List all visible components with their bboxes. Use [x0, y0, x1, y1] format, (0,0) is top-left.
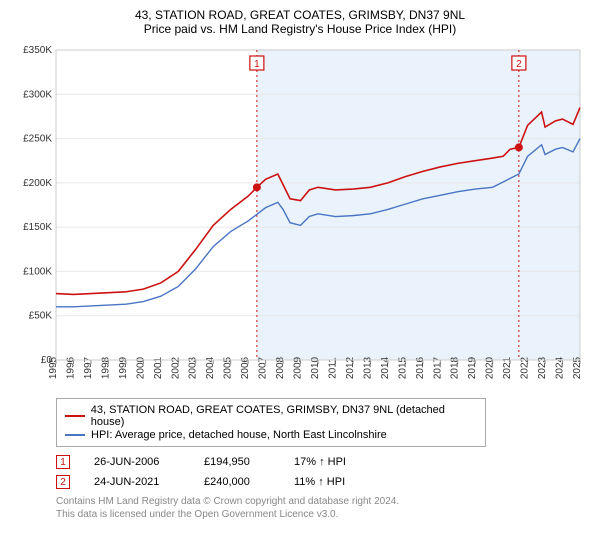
svg-text:£50K: £50K	[29, 311, 53, 322]
chart-subtitle: Price paid vs. HM Land Registry's House …	[8, 22, 592, 36]
chart-title: 43, STATION ROAD, GREAT COATES, GRIMSBY,…	[8, 8, 592, 22]
legend-swatch	[65, 415, 85, 417]
svg-text:£200K: £200K	[23, 178, 52, 189]
chart-area: £0£50K£100K£150K£200K£250K£300K£350K1995…	[8, 42, 592, 392]
legend-swatch	[65, 434, 85, 436]
svg-text:£350K: £350K	[23, 45, 52, 56]
legend-label: HPI: Average price, detached house, Nort…	[91, 429, 387, 441]
svg-text:£150K: £150K	[23, 222, 52, 233]
events-table: 1 26-JUN-2006 £194,950 17% ↑ HPI 2 24-JU…	[56, 455, 592, 489]
chart-container: 43, STATION ROAD, GREAT COATES, GRIMSBY,…	[0, 0, 600, 560]
event-price: £194,950	[204, 456, 294, 468]
footer: Contains HM Land Registry data © Crown c…	[56, 495, 592, 521]
event-marker-icon: 2	[56, 475, 70, 489]
legend-item: 43, STATION ROAD, GREAT COATES, GRIMSBY,…	[65, 404, 477, 428]
line-chart: £0£50K£100K£150K£200K£250K£300K£350K1995…	[8, 42, 592, 392]
event-delta: 11% ↑ HPI	[294, 476, 345, 488]
svg-text:£250K: £250K	[23, 134, 52, 145]
event-date: 24-JUN-2021	[94, 476, 204, 488]
event-date: 26-JUN-2006	[94, 456, 204, 468]
event-price: £240,000	[204, 476, 294, 488]
footer-line: Contains HM Land Registry data © Crown c…	[56, 495, 592, 508]
event-marker-icon: 1	[56, 455, 70, 469]
svg-text:2: 2	[516, 59, 522, 70]
event-delta: 17% ↑ HPI	[294, 456, 346, 468]
legend-item: HPI: Average price, detached house, Nort…	[65, 429, 477, 441]
event-row: 1 26-JUN-2006 £194,950 17% ↑ HPI	[56, 455, 592, 469]
svg-text:£100K: £100K	[23, 266, 52, 277]
event-row: 2 24-JUN-2021 £240,000 11% ↑ HPI	[56, 475, 592, 489]
legend: 43, STATION ROAD, GREAT COATES, GRIMSBY,…	[56, 398, 486, 447]
legend-label: 43, STATION ROAD, GREAT COATES, GRIMSBY,…	[91, 404, 477, 428]
svg-text:1: 1	[254, 59, 260, 70]
svg-text:£300K: £300K	[23, 89, 52, 100]
footer-line: This data is licensed under the Open Gov…	[56, 508, 592, 521]
